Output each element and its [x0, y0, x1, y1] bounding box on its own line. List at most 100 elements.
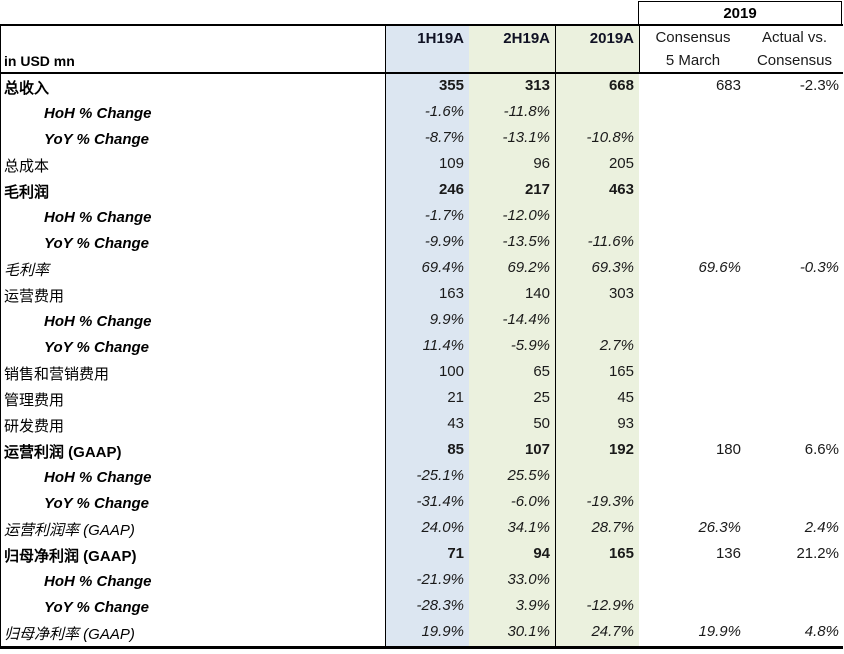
cell-1h19a: 163: [386, 282, 469, 308]
row-label: 归母净利率 (GAAP): [1, 620, 386, 646]
row-label: YoY % Change: [1, 230, 386, 256]
row-label: YoY % Change: [1, 126, 386, 152]
table-body: 总收入 355 313 668 683 -2.3% HoH % Change -1.6% -11…: [0, 74, 843, 649]
cell-1h19a: 100: [386, 360, 469, 386]
cell-2019a: 463: [556, 178, 639, 204]
cell-consensus: [639, 308, 746, 334]
cell-2019a: [556, 568, 639, 594]
cell-2019a: 165: [556, 360, 639, 386]
cell-2h19a: 69.2%: [469, 256, 556, 282]
cell-consensus: [639, 490, 746, 516]
table-row: HoH % Change 9.9% -14.4%: [1, 308, 843, 334]
row-label: YoY % Change: [1, 594, 386, 620]
column-header-consensus: Consensus 5 March: [639, 26, 746, 72]
cell-2h19a: 33.0%: [469, 568, 556, 594]
cell-1h19a: 9.9%: [386, 308, 469, 334]
row-label: 总成本: [1, 152, 386, 178]
table-row: 管理费用 21 25 45: [1, 386, 843, 412]
column-header-2019a: 2019A: [556, 26, 639, 72]
cell-2019a: 303: [556, 282, 639, 308]
cell-1h19a: 85: [386, 438, 469, 464]
table-row: HoH % Change -25.1% 25.5%: [1, 464, 843, 490]
row-label: 运营利润 (GAAP): [1, 438, 386, 464]
table-row: YoY % Change -9.9% -13.5% -11.6%: [1, 230, 843, 256]
table-row: 总收入 355 313 668 683 -2.3%: [1, 74, 843, 100]
cell-2h19a: -6.0%: [469, 490, 556, 516]
cell-consensus: [639, 334, 746, 360]
cell-2019a: 205: [556, 152, 639, 178]
row-label: 归母净利润 (GAAP): [1, 542, 386, 568]
cell-2h19a: 313: [469, 74, 556, 100]
cell-2019a: 24.7%: [556, 620, 639, 646]
table-row: 归母净利润 (GAAP) 71 94 165 136 21.2%: [1, 542, 843, 568]
row-label: HoH % Change: [1, 464, 386, 490]
cell-2019a: [556, 100, 639, 126]
cell-1h19a: -9.9%: [386, 230, 469, 256]
cell-2h19a: 50: [469, 412, 556, 438]
table-row: 运营费用 163 140 303: [1, 282, 843, 308]
cell-actual-vs-consensus: 4.8%: [804, 623, 839, 640]
table-row: YoY % Change -31.4% -6.0% -19.3%: [1, 490, 843, 516]
cell-1h19a: -31.4%: [386, 490, 469, 516]
column-header-2h19a: 2H19A: [469, 26, 556, 72]
group-header-2019: 2019: [638, 1, 842, 25]
cell-consensus: [639, 178, 746, 204]
cell-2h19a: 25.5%: [469, 464, 556, 490]
cell-2019a: [556, 464, 639, 490]
row-label: HoH % Change: [1, 100, 386, 126]
cell-2019a: [556, 308, 639, 334]
cell-consensus: [639, 464, 746, 490]
cell-1h19a: -25.1%: [386, 464, 469, 490]
consensus-header-line1: Consensus: [655, 29, 731, 46]
cell-consensus: [639, 282, 746, 308]
row-label: 研发费用: [1, 412, 386, 438]
cell-consensus: [639, 126, 746, 152]
row-label: 总收入: [1, 74, 386, 100]
cell-1h19a: 71: [386, 542, 469, 568]
cell-1h19a: -8.7%: [386, 126, 469, 152]
table-row: YoY % Change 11.4% -5.9% 2.7%: [1, 334, 843, 360]
row-label: YoY % Change: [1, 490, 386, 516]
consensus-header-line2: 5 March: [665, 52, 721, 69]
cell-2h19a: -11.8%: [469, 100, 556, 126]
actual-vs-header-line2: Consensus: [756, 52, 833, 69]
cell-1h19a: -28.3%: [386, 594, 469, 620]
row-label: 管理费用: [1, 386, 386, 412]
row-label: 毛利润: [1, 178, 386, 204]
cell-2019a: 45: [556, 386, 639, 412]
table-row: HoH % Change -1.6% -11.8%: [1, 100, 843, 126]
cell-1h19a: -1.7%: [386, 204, 469, 230]
row-label: 销售和营销费用: [1, 360, 386, 386]
cell-consensus: [639, 230, 746, 256]
cell-1h19a: 109: [386, 152, 469, 178]
table-row: 总成本 109 96 205: [1, 152, 843, 178]
cell-2019a: 93: [556, 412, 639, 438]
cell-consensus: [639, 100, 746, 126]
cell-2h19a: 34.1%: [469, 516, 556, 542]
cell-2019a: [556, 204, 639, 230]
cell-1h19a: -21.9%: [386, 568, 469, 594]
cell-2019a: 69.3%: [556, 256, 639, 282]
cell-1h19a: 19.9%: [386, 620, 469, 646]
cell-consensus: [639, 152, 746, 178]
cell-consensus: 136: [715, 545, 741, 562]
cell-actual-vs-consensus: 2.4%: [804, 519, 839, 536]
cell-2h19a: -13.5%: [469, 230, 556, 256]
cell-consensus: 180: [715, 441, 741, 458]
cell-actual-vs-consensus: [746, 594, 843, 620]
cell-actual-vs-consensus: [746, 568, 843, 594]
cell-consensus: [639, 204, 746, 230]
cell-actual-vs-consensus: [746, 334, 843, 360]
actual-vs-header-line1: Actual vs.: [761, 29, 828, 46]
row-label: 运营费用: [1, 282, 386, 308]
cell-1h19a: 11.4%: [386, 334, 469, 360]
table-row: YoY % Change -28.3% 3.9% -12.9%: [1, 594, 843, 620]
cell-1h19a: 355: [386, 74, 469, 100]
cell-consensus: [639, 568, 746, 594]
group-header-row: 2019: [0, 0, 843, 25]
cell-2h19a: 140: [469, 282, 556, 308]
cell-consensus: 683: [715, 77, 741, 94]
cell-consensus: 19.9%: [698, 623, 741, 640]
cell-1h19a: 24.0%: [386, 516, 469, 542]
cell-consensus: [639, 412, 746, 438]
